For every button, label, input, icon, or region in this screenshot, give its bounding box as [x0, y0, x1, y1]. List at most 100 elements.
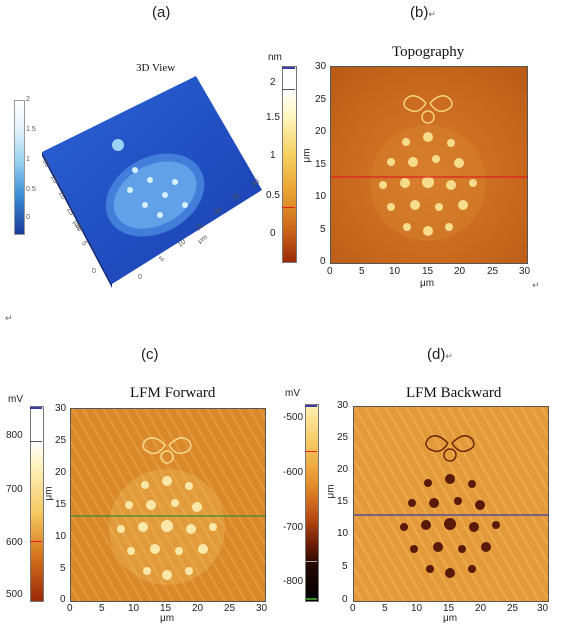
panel-label-b: (b)↵	[410, 4, 436, 21]
colorbar-marker	[30, 407, 42, 409]
colorbar-tick: 500	[6, 589, 23, 600]
x-tick: 25	[224, 603, 236, 614]
colorbar-marker	[282, 89, 295, 90]
colorbar-tick: 0.5	[266, 190, 280, 201]
colorbar-tick: 0	[270, 228, 276, 239]
y-axis-label: μm	[43, 486, 55, 501]
x-axis-label: μm	[420, 278, 435, 289]
x-tick: 0	[67, 603, 73, 614]
x-tick: 0	[327, 266, 333, 277]
x-tick: 30	[519, 266, 531, 277]
ornament-pattern	[354, 435, 548, 578]
colorbar-tick: 700	[6, 484, 23, 495]
axis-tick: 25	[48, 174, 59, 185]
colorbar-tick: 1	[26, 156, 30, 163]
x-tick: 30	[537, 603, 549, 614]
axis-tick: 20	[212, 206, 224, 217]
axis-tick: 15	[64, 206, 75, 217]
panel-a-side-axis: 30 25 20 15 10 5 0 μm	[36, 158, 106, 280]
x-tick: 20	[192, 603, 204, 614]
axis-tick: 5	[158, 255, 166, 264]
panel-a-front-axis: 30 25 20 15 10 5 0 μm	[120, 178, 262, 290]
panel-label-d-text: (d)	[427, 346, 446, 363]
panel-b-image	[330, 66, 528, 264]
y-axis-label: μm	[325, 484, 337, 499]
y-tick: 25	[55, 435, 67, 446]
y-tick: 20	[337, 464, 349, 475]
panel-d-colorbar-unit: mV	[285, 388, 300, 399]
surface-edge	[42, 152, 112, 288]
colorbar-tick: 1	[270, 150, 276, 161]
x-tick: 0	[350, 603, 356, 614]
panel-c-colorbar	[30, 406, 44, 602]
return-mark: ↵	[445, 351, 453, 361]
colorbar-marker	[30, 541, 42, 542]
ornament-pattern	[331, 95, 527, 241]
axis-tick: 15	[194, 222, 206, 233]
axis-tick: 0	[92, 268, 96, 275]
panel-a-3d-surface	[42, 76, 262, 288]
x-axis-label: μm	[160, 613, 175, 624]
colorbar-tick: -800	[283, 576, 304, 587]
panel-c-image	[70, 408, 266, 602]
x-tick: 5	[99, 603, 105, 614]
y-tick: 30	[315, 61, 327, 72]
panel-a-colorbar-ticks: 2 1.5 1 0.5 0	[26, 96, 40, 236]
panel-label-c: (c)	[141, 346, 159, 363]
x-tick: 5	[359, 266, 365, 277]
return-mark: ↵	[532, 280, 540, 290]
colorbar-tick: 1.5	[26, 126, 36, 133]
x-tick: 25	[487, 266, 499, 277]
axis-tick: 20	[56, 190, 67, 201]
return-mark: ↵	[5, 313, 13, 323]
snowflakes	[400, 474, 500, 578]
axis-tick: 10	[176, 238, 188, 249]
x-tick: 15	[422, 266, 434, 277]
y-tick: 10	[55, 531, 67, 542]
y-tick: 0	[342, 594, 348, 605]
x-axis-label: μm	[443, 613, 458, 624]
y-tick: 30	[337, 400, 349, 411]
ornament-relief	[105, 139, 205, 237]
y-tick: 30	[55, 403, 67, 414]
snowflakes	[117, 476, 217, 580]
return-mark: ↵	[428, 9, 436, 19]
snowflakes	[379, 132, 477, 236]
panel-label-a: (a)	[152, 4, 171, 21]
panel-d-title: LFM Backward	[406, 385, 502, 401]
panel-d-colorbar	[305, 404, 319, 602]
panel-label-d: (d)↵	[427, 346, 453, 363]
panel-c-colorbar-unit: mV	[8, 394, 23, 405]
panel-b-colorbar	[282, 66, 297, 263]
y-tick: 20	[315, 126, 327, 137]
colorbar-marker	[30, 441, 42, 442]
x-tick: 10	[389, 266, 401, 277]
y-tick: 15	[55, 499, 67, 510]
y-tick: 5	[342, 561, 348, 572]
x-tick: 30	[256, 603, 268, 614]
colorbar-tick: 2	[270, 77, 276, 88]
panel-b-colorbar-unit: nm	[268, 52, 282, 63]
colorbar-tick: 1.5	[266, 112, 280, 123]
axis-tick: 30	[250, 178, 262, 189]
colorbar-marker	[305, 451, 317, 452]
axis-unit: μm	[196, 233, 209, 246]
colorbar-marker	[282, 67, 295, 69]
panel-b-title: Topography	[392, 44, 465, 60]
axis-tick: 0	[138, 274, 142, 281]
colorbar-tick: 0.5	[26, 186, 36, 193]
panel-d-image	[353, 406, 549, 602]
panel-c-title: LFM Forward	[130, 385, 216, 401]
x-tick: 10	[411, 603, 423, 614]
y-tick: 15	[315, 159, 327, 170]
panel-a-title: 3D View	[136, 62, 176, 74]
y-axis-label: μm	[301, 148, 313, 163]
colorbar-tick: 0	[26, 214, 30, 221]
y-tick: 0	[60, 594, 66, 605]
x-tick: 10	[128, 603, 140, 614]
x-tick: 20	[454, 266, 466, 277]
x-tick: 15	[443, 603, 455, 614]
y-tick: 0	[320, 256, 326, 267]
x-tick: 5	[382, 603, 388, 614]
x-tick: 25	[507, 603, 519, 614]
